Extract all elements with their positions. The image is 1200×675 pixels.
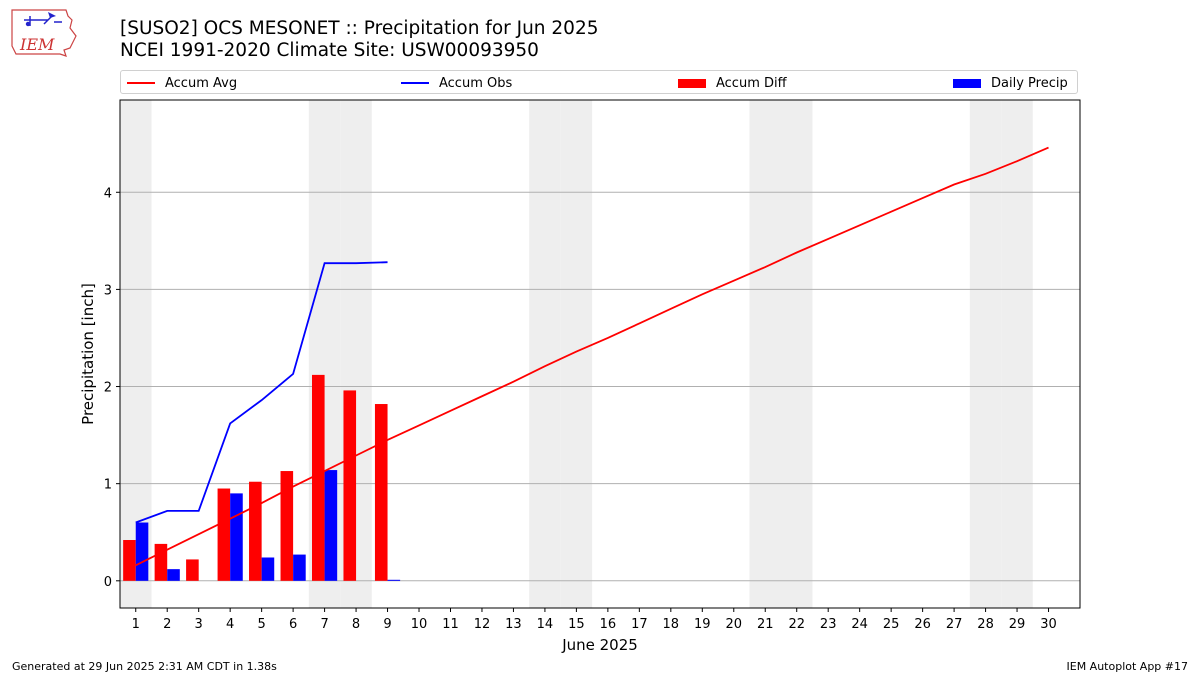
y-tick-label: 1 [104, 478, 112, 493]
x-tick-label: 18 [663, 617, 680, 632]
chart-title: [SUSO2] OCS MESONET :: Precipitation for… [120, 18, 599, 62]
x-tick-label: 15 [568, 617, 585, 632]
x-tick-label: 24 [851, 617, 868, 632]
logo-text: IEM [19, 35, 55, 54]
daily-precip-bar [293, 554, 306, 581]
accum-diff-bar [249, 481, 262, 581]
legend-label: Accum Diff [716, 75, 787, 91]
legend-label: Accum Obs [439, 75, 513, 91]
legend-swatch [678, 78, 706, 88]
daily-precip-bar [261, 557, 275, 581]
x-tick-label: 19 [694, 617, 711, 632]
x-tick-label: 9 [383, 617, 391, 632]
weekend-band [529, 100, 561, 608]
weekend-band [969, 100, 1002, 608]
y-tick-label: 3 [104, 283, 112, 298]
accum-avg-line [135, 146, 1049, 567]
daily-precip-bar [230, 493, 243, 581]
accum-diff-bar [154, 543, 168, 581]
x-tick-label: 5 [257, 617, 265, 632]
legend-item-accum-obs: Accum Obs [401, 74, 512, 92]
accum-diff-bar [280, 471, 294, 581]
legend-item-accum-avg: Accum Avg [127, 74, 237, 92]
accum-diff-bar [374, 404, 388, 581]
x-tick-label: 23 [820, 617, 837, 632]
x-tick-label: 29 [1009, 617, 1026, 632]
legend-label: Daily Precip [991, 75, 1068, 91]
x-tick-label: 21 [757, 617, 774, 632]
legend-label: Accum Avg [165, 75, 238, 91]
legend-swatch [953, 78, 981, 88]
x-tick-label: 30 [1040, 617, 1057, 632]
x-tick-label: 3 [195, 617, 203, 632]
legend-item-accum-diff: Accum Diff [678, 74, 787, 92]
accum-diff-bar [123, 540, 136, 581]
x-tick-label: 25 [883, 617, 900, 632]
x-tick-label: 6 [289, 617, 297, 632]
accum-diff-bar [217, 488, 231, 581]
footer-generated: Generated at 29 Jun 2025 2:31 AM CDT in … [12, 660, 277, 673]
plot-frame [119, 99, 1081, 609]
weekend-band [749, 100, 781, 608]
y-axis-label: Precipitation [inch] [79, 283, 97, 425]
x-tick-label: 14 [537, 617, 554, 632]
daily-precip-bar [167, 569, 180, 581]
weekend-band [780, 100, 813, 608]
x-tick-label: 26 [914, 617, 931, 632]
daily-precip-bar [135, 522, 149, 581]
x-tick-label: 10 [411, 617, 428, 632]
x-tick-label: 7 [320, 617, 328, 632]
weekend-band [1001, 100, 1033, 608]
daily-precip-bar [324, 470, 338, 581]
x-tick-label: 8 [352, 617, 360, 632]
y-tick-label: 2 [104, 381, 112, 396]
weekend-band [560, 100, 593, 608]
legend: Accum Avg Accum Obs Accum Diff Daily Pre… [120, 70, 1078, 94]
x-tick-label: 22 [788, 617, 805, 632]
footer-app-id: IEM Autoplot App #17 [1066, 660, 1189, 673]
accum-obs-line [135, 261, 388, 524]
x-tick-label: 20 [725, 617, 742, 632]
accum-diff-bar [186, 559, 199, 581]
x-tick-label: 4 [226, 617, 234, 632]
y-tick-label: 4 [104, 186, 112, 201]
legend-item-daily-precip: Daily Precip [953, 74, 1068, 92]
x-tick-label: 11 [442, 617, 459, 632]
legend-swatch [127, 82, 155, 84]
x-tick-label: 16 [600, 617, 617, 632]
x-tick-label: 27 [946, 617, 963, 632]
title-line-2: NCEI 1991-2020 Climate Site: USW00093950 [120, 40, 539, 61]
daily-precip-bar [387, 579, 401, 581]
y-tick-label: 0 [104, 575, 112, 590]
x-tick-label: 1 [132, 617, 140, 632]
x-tick-label: 28 [977, 617, 994, 632]
title-line-1: [SUSO2] OCS MESONET :: Precipitation for… [120, 18, 599, 39]
x-tick-label: 12 [474, 617, 491, 632]
x-axis-label: June 2025 [561, 636, 638, 654]
legend-swatch [401, 82, 429, 84]
x-tick-label: 2 [163, 617, 171, 632]
accum-diff-bar [312, 374, 325, 581]
accum-diff-bar [343, 390, 357, 581]
x-tick-label: 17 [631, 617, 648, 632]
x-tick-label: 13 [505, 617, 522, 632]
iem-logo-icon: IEM [11, 9, 77, 57]
